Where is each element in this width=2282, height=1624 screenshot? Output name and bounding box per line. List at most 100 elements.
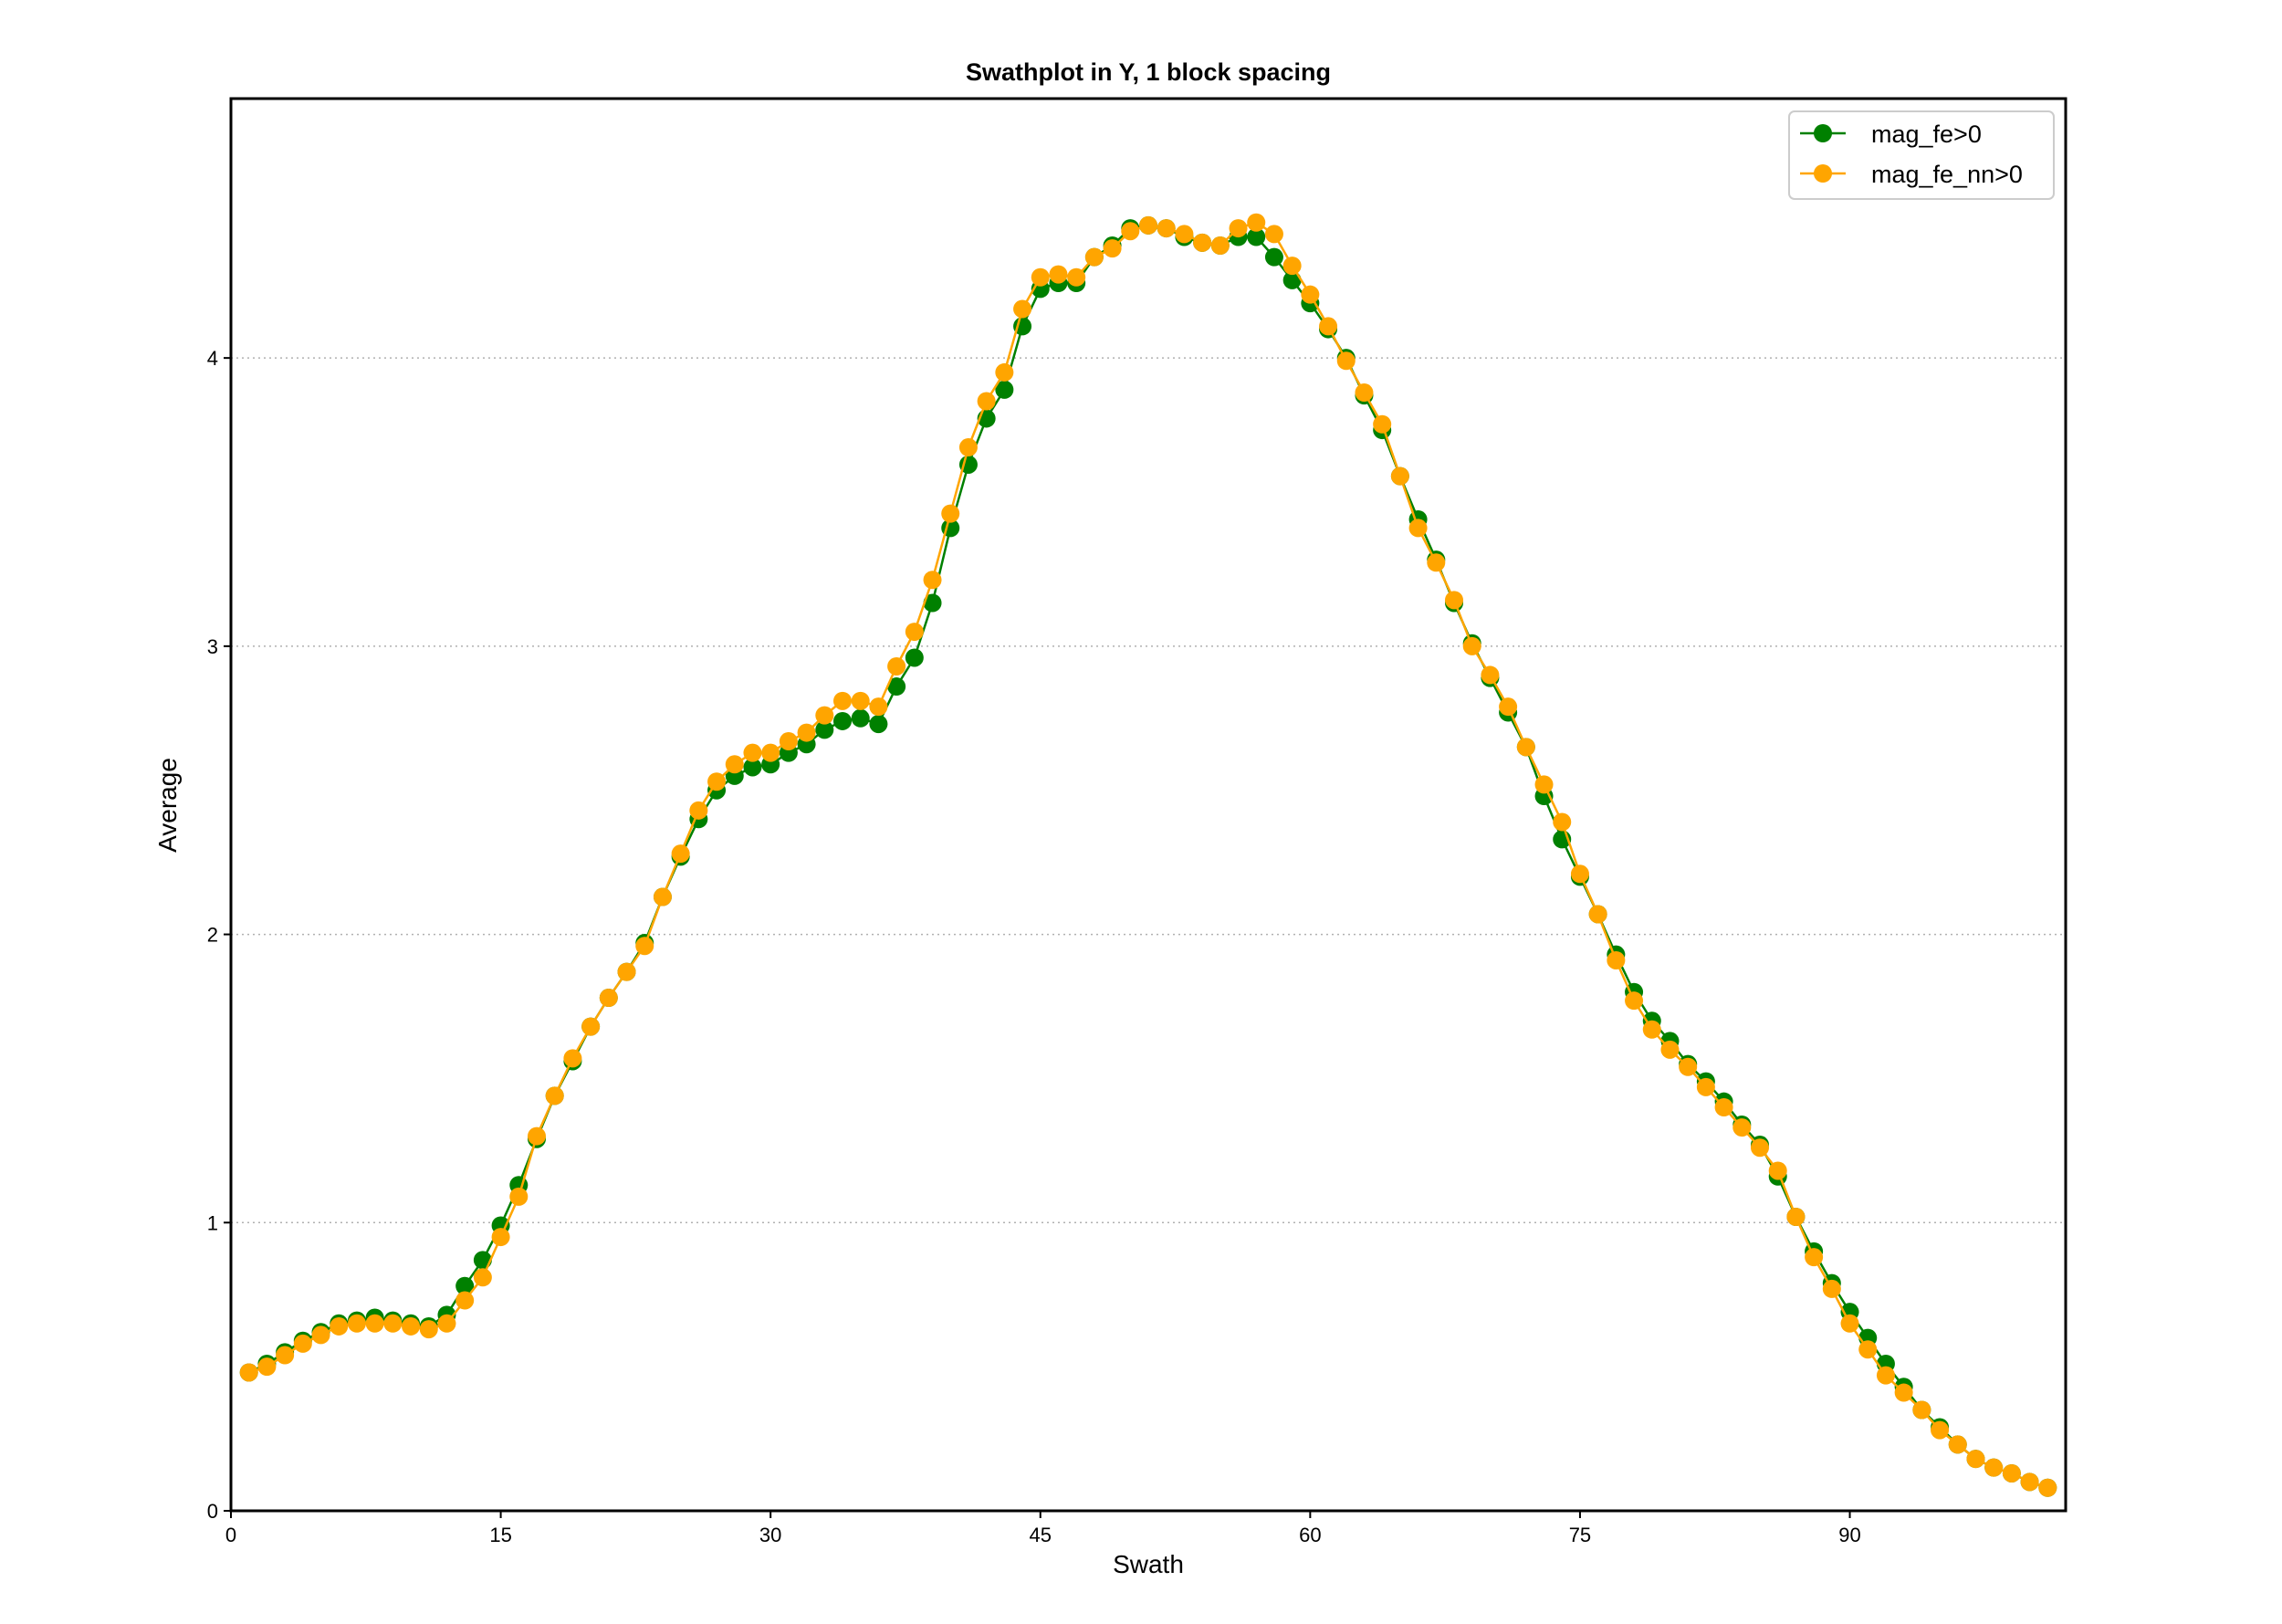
data-point-mag-fe-0	[1247, 227, 1266, 246]
data-point-mag-fe-nn-0	[1355, 383, 1374, 403]
data-point-mag-fe-nn-0	[1031, 267, 1050, 287]
data-point-mag-fe-0	[851, 708, 870, 728]
data-point-mag-fe-nn-0	[545, 1086, 564, 1105]
data-point-mag-fe-nn-0	[1427, 553, 1446, 572]
data-point-mag-fe-nn-0	[869, 697, 888, 717]
data-point-mag-fe-nn-0	[1840, 1314, 1859, 1333]
data-point-mag-fe-nn-0	[761, 743, 780, 762]
data-point-mag-fe-nn-0	[1553, 812, 1572, 832]
y-tick-label: 2	[207, 924, 218, 947]
data-point-mag-fe-nn-0	[707, 772, 727, 791]
data-point-mag-fe-nn-0	[1049, 265, 1068, 284]
data-point-mag-fe-nn-0	[851, 691, 870, 710]
data-point-mag-fe-0	[1264, 247, 1283, 267]
data-point-mag-fe-nn-0	[1229, 219, 1248, 238]
data-point-mag-fe-nn-0	[887, 656, 906, 676]
data-point-mag-fe-nn-0	[653, 887, 672, 906]
data-point-mag-fe-nn-0	[365, 1314, 384, 1333]
data-point-mag-fe-nn-0	[1984, 1458, 2004, 1477]
data-point-mag-fe-nn-0	[1714, 1098, 1733, 1116]
data-point-mag-fe-0	[887, 677, 906, 697]
data-point-mag-fe-nn-0	[1876, 1366, 1895, 1385]
x-tick-label: 90	[1838, 1524, 1860, 1546]
data-point-mag-fe-0	[473, 1251, 492, 1270]
data-point-mag-fe-nn-0	[1660, 1040, 1680, 1059]
data-point-mag-fe-nn-0	[1445, 591, 1463, 610]
data-point-mag-fe-nn-0	[689, 801, 708, 820]
data-point-mag-fe-nn-0	[383, 1314, 403, 1333]
data-point-mag-fe-nn-0	[1948, 1435, 1967, 1454]
data-point-mag-fe-nn-0	[905, 623, 924, 642]
legend-label-mag-fe: mag_fe>0	[1871, 120, 1982, 148]
data-point-mag-fe-nn-0	[437, 1314, 456, 1333]
data-point-mag-fe-nn-0	[1570, 864, 1589, 884]
data-point-mag-fe-0	[905, 648, 924, 667]
data-point-mag-fe-nn-0	[1588, 905, 1607, 924]
data-point-mag-fe-nn-0	[1121, 222, 1140, 241]
series-mag-fe-nn-0	[239, 213, 2057, 1497]
data-point-mag-fe-nn-0	[1175, 225, 1194, 244]
data-point-mag-fe-nn-0	[293, 1334, 312, 1353]
data-point-mag-fe-nn-0	[1732, 1118, 1752, 1137]
data-point-mag-fe-nn-0	[1751, 1138, 1769, 1158]
data-point-mag-fe-nn-0	[1336, 351, 1356, 371]
data-point-mag-fe-nn-0	[1264, 225, 1283, 244]
data-point-mag-fe-nn-0	[491, 1228, 510, 1247]
x-tick-label: 15	[489, 1524, 511, 1546]
data-point-mag-fe-nn-0	[797, 723, 816, 742]
data-point-mag-fe-nn-0	[1912, 1400, 1931, 1420]
series-layer	[239, 213, 2057, 1497]
data-point-mag-fe-nn-0	[1642, 1020, 1661, 1039]
data-point-mag-fe-nn-0	[330, 1316, 349, 1336]
data-point-mag-fe-nn-0	[1931, 1420, 1950, 1440]
data-point-mag-fe-nn-0	[1282, 257, 1302, 276]
y-tick-label: 0	[207, 1500, 218, 1523]
data-point-mag-fe-nn-0	[1805, 1248, 1824, 1267]
chart-title: Swathplot in Y, 1 block spacing	[966, 58, 1331, 86]
data-point-mag-fe-nn-0	[815, 706, 834, 725]
data-point-mag-fe-nn-0	[1103, 239, 1122, 258]
data-point-mag-fe-0	[833, 711, 852, 730]
data-point-mag-fe-nn-0	[276, 1346, 295, 1365]
data-point-mag-fe-nn-0	[1625, 991, 1644, 1011]
data-point-mag-fe-nn-0	[635, 937, 654, 956]
data-point-mag-fe-nn-0	[1607, 950, 1626, 969]
data-point-mag-fe-nn-0	[923, 571, 942, 590]
data-point-mag-fe-nn-0	[941, 504, 960, 523]
data-point-mag-fe-0	[815, 720, 834, 739]
data-point-mag-fe-nn-0	[1067, 267, 1086, 287]
data-point-mag-fe-nn-0	[1696, 1077, 1715, 1096]
data-point-mag-fe-nn-0	[257, 1357, 277, 1377]
data-point-mag-fe-nn-0	[473, 1268, 492, 1287]
data-point-mag-fe-nn-0	[402, 1316, 421, 1336]
data-point-mag-fe-nn-0	[995, 362, 1014, 382]
data-point-mag-fe-nn-0	[1462, 636, 1481, 655]
data-point-mag-fe-nn-0	[599, 989, 618, 1008]
x-tick-label: 45	[1030, 1524, 1052, 1546]
data-point-mag-fe-0	[743, 758, 762, 777]
data-point-mag-fe-nn-0	[1768, 1161, 1787, 1180]
data-point-mag-fe-nn-0	[2020, 1472, 2039, 1492]
data-point-mag-fe-nn-0	[1084, 247, 1104, 267]
data-point-mag-fe-nn-0	[958, 438, 978, 457]
y-tick-label: 4	[207, 347, 218, 370]
data-point-mag-fe-nn-0	[743, 743, 762, 762]
data-point-mag-fe-nn-0	[528, 1126, 546, 1146]
data-point-mag-fe-nn-0	[725, 755, 744, 774]
axes: 0 1 2 3 4 0 15 30 45 60 75 90	[207, 347, 1861, 1546]
x-axis-label: Swath	[1113, 1550, 1184, 1578]
data-point-mag-fe-nn-0	[419, 1320, 438, 1339]
data-point-mag-fe-nn-0	[1966, 1450, 1985, 1469]
data-point-mag-fe-nn-0	[1499, 697, 1518, 717]
y-tick-label: 1	[207, 1211, 218, 1234]
data-point-mag-fe-nn-0	[2002, 1463, 2021, 1483]
legend-box	[1788, 110, 2055, 200]
legend-marker-mag-fe-nn	[1814, 164, 1832, 183]
data-point-mag-fe-0	[1282, 270, 1302, 289]
data-point-mag-fe-nn-0	[311, 1325, 330, 1345]
data-point-mag-fe-nn-0	[1786, 1207, 1806, 1226]
data-point-mag-fe-0	[995, 380, 1014, 399]
